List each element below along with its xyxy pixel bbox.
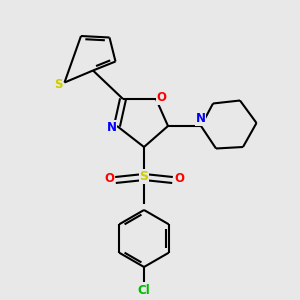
Text: N: N <box>195 112 206 125</box>
Text: N: N <box>107 121 117 134</box>
Text: S: S <box>54 77 62 91</box>
Text: O: O <box>156 91 166 104</box>
Text: Cl: Cl <box>138 284 150 297</box>
Text: O: O <box>174 172 184 185</box>
Text: S: S <box>140 170 148 183</box>
Text: O: O <box>104 172 114 185</box>
